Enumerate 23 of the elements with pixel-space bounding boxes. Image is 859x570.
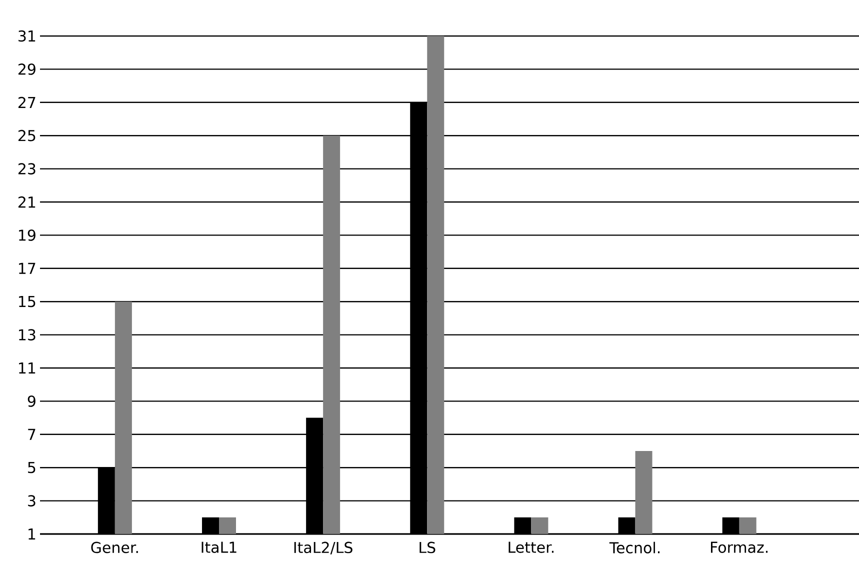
- x-tick-label: Formaz.: [711, 542, 768, 553]
- x-tick-label: Letter.: [508, 542, 554, 553]
- y-tick-label: 1: [28, 528, 36, 540]
- x-tick-label: Gener.: [91, 542, 138, 554]
- y-tick-label: 7: [28, 428, 36, 440]
- x-tick-label: LS: [420, 542, 436, 554]
- y-tick-label: 29: [18, 64, 36, 75]
- y-tick-label: 25: [18, 130, 36, 142]
- y-tick-label: 15: [19, 296, 36, 308]
- y-tick-label: 3: [28, 495, 36, 506]
- x-tick-label: ItaL2/LS: [294, 542, 352, 554]
- y-tick-label: 27: [18, 96, 36, 108]
- y-tick-label: 23: [18, 163, 36, 174]
- y-tick-label: 9: [28, 396, 36, 407]
- y-tick-label: 11: [19, 362, 36, 374]
- y-tick-label: 17: [19, 262, 36, 274]
- y-tick-label: 19: [19, 230, 36, 241]
- y-tick-label: 5: [28, 462, 36, 474]
- x-tick-label: Tecnol.: [609, 542, 660, 554]
- x-tick-label: ItaL1: [202, 542, 236, 553]
- y-tick-label: 31: [18, 30, 36, 42]
- y-tick-label: 21: [18, 196, 36, 208]
- y-tick-label: 13: [19, 329, 36, 340]
